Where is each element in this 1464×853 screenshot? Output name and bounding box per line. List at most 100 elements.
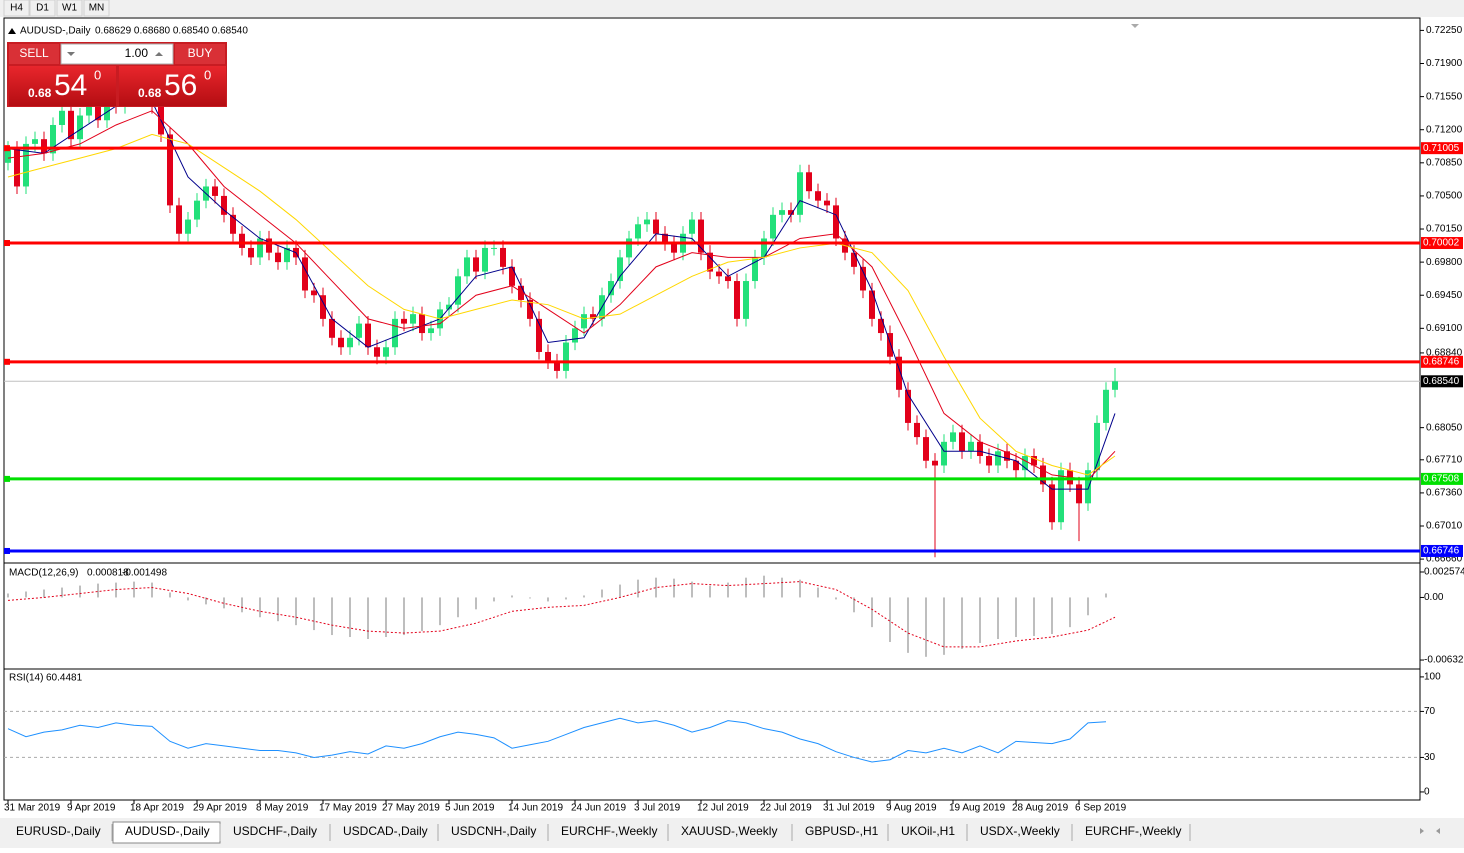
candle-body bbox=[815, 191, 821, 201]
ohlc-values: 0.68629 0.68680 0.68540 0.68540 bbox=[95, 26, 248, 37]
lots-input[interactable] bbox=[60, 43, 174, 65]
level-label: 0.66746 bbox=[1423, 546, 1460, 557]
x-tick-label: 17 May 2019 bbox=[319, 803, 377, 814]
candle-body bbox=[1022, 456, 1028, 471]
candle-body bbox=[644, 219, 650, 225]
tab-label[interactable]: EURCHF-,Weekly bbox=[1085, 824, 1181, 838]
macd-bar bbox=[547, 597, 549, 602]
price-prefix: 0.68 bbox=[28, 86, 52, 100]
tab-label[interactable]: GBPUSD-,H1 bbox=[805, 824, 879, 838]
candle-body bbox=[257, 238, 263, 258]
rsi-value: 60.4481 bbox=[46, 673, 83, 684]
candle-body bbox=[779, 210, 785, 215]
tab-label-active[interactable]: AUDUSD-,Daily bbox=[125, 824, 210, 838]
candle-body bbox=[545, 351, 551, 362]
macd-bar bbox=[457, 597, 459, 618]
candle-body bbox=[554, 361, 560, 371]
tab-label[interactable]: EURUSD-,Daily bbox=[16, 824, 101, 838]
tab-label[interactable]: EURCHF-,Weekly bbox=[561, 824, 657, 838]
candle-body bbox=[950, 432, 956, 442]
candle-body bbox=[266, 238, 272, 253]
lots-down[interactable] bbox=[67, 52, 75, 56]
tab-label[interactable]: USDCAD-,Daily bbox=[343, 824, 428, 838]
candle-body bbox=[860, 266, 866, 291]
y-tick-label: 0.002574 bbox=[1424, 567, 1464, 578]
candle-body bbox=[365, 323, 371, 348]
price-box[interactable] bbox=[119, 66, 226, 106]
candle-body bbox=[14, 148, 20, 187]
macd-bar bbox=[997, 597, 999, 640]
price-label-box bbox=[1421, 375, 1463, 388]
candle-body bbox=[401, 318, 407, 324]
tab-label[interactable]: USDCHF-,Daily bbox=[233, 824, 317, 838]
candle-body bbox=[383, 347, 389, 357]
macd-bar bbox=[79, 585, 81, 598]
candle-body bbox=[194, 200, 200, 220]
level-handle[interactable] bbox=[4, 475, 10, 482]
timeframe-button[interactable] bbox=[3, 0, 30, 17]
level-handle[interactable] bbox=[4, 240, 10, 247]
candle-body bbox=[824, 200, 830, 206]
candle-body bbox=[77, 115, 83, 140]
tab-label[interactable]: USDCNH-,Daily bbox=[451, 824, 536, 838]
y-tick-label: 0 bbox=[1424, 787, 1430, 798]
candle-body bbox=[347, 337, 353, 348]
macd-bar bbox=[745, 577, 747, 598]
macd-bar bbox=[979, 597, 981, 643]
macd-bar bbox=[1015, 597, 1017, 638]
price-box[interactable] bbox=[9, 66, 116, 106]
level-handle[interactable] bbox=[4, 145, 10, 152]
tab-label[interactable]: UKOil-,H1 bbox=[901, 824, 955, 838]
level-handle[interactable] bbox=[4, 547, 10, 554]
tab-label[interactable]: XAUUSD-,Weekly bbox=[681, 824, 777, 838]
candle-body bbox=[185, 219, 191, 234]
candle-body bbox=[473, 257, 479, 272]
macd-bar bbox=[151, 582, 153, 598]
candle-body bbox=[1049, 484, 1055, 523]
timeframe-label: W1 bbox=[62, 3, 77, 14]
buy-button[interactable] bbox=[175, 44, 225, 64]
macd-bar bbox=[367, 597, 369, 640]
timeframe-button[interactable] bbox=[56, 0, 83, 17]
candle-body bbox=[788, 210, 794, 215]
lots-up[interactable] bbox=[155, 52, 163, 56]
candle-body bbox=[896, 356, 902, 390]
macd-bar bbox=[853, 597, 855, 613]
tab-scroll[interactable] bbox=[1420, 828, 1440, 834]
candle-body bbox=[833, 205, 839, 239]
y-tick-label: 0.70500 bbox=[1426, 191, 1463, 202]
candle-body bbox=[518, 285, 524, 300]
candle-body bbox=[167, 134, 173, 206]
macd-bar bbox=[817, 587, 819, 598]
sell-button[interactable] bbox=[9, 44, 59, 64]
timeframe-button[interactable] bbox=[83, 0, 110, 17]
macd-bar bbox=[763, 575, 765, 598]
macd-bar bbox=[349, 597, 351, 638]
macd-bar bbox=[637, 579, 639, 598]
macd-bar bbox=[529, 597, 531, 599]
chart-menu-icon bbox=[8, 28, 16, 34]
moving-average bbox=[7, 110, 1116, 481]
candle-body bbox=[500, 247, 506, 267]
timeframe-button[interactable] bbox=[29, 0, 56, 17]
macd-bar bbox=[1069, 597, 1071, 628]
level-handle[interactable] bbox=[4, 358, 10, 365]
level-label-box bbox=[1421, 472, 1463, 485]
tab-bar bbox=[0, 818, 1464, 848]
candle-body bbox=[311, 290, 317, 296]
tab-label[interactable]: USDX-,Weekly bbox=[980, 824, 1060, 838]
macd-bar bbox=[943, 597, 945, 655]
candle-body bbox=[95, 101, 101, 121]
macd-bar bbox=[385, 597, 387, 638]
candle-body bbox=[230, 214, 236, 234]
candle-body bbox=[446, 304, 452, 310]
x-tick-label: 9 Aug 2019 bbox=[886, 803, 937, 814]
macd-bar bbox=[889, 597, 891, 642]
candle-body bbox=[770, 214, 776, 239]
y-tick-label: 0.67360 bbox=[1426, 488, 1463, 499]
candle-body bbox=[968, 441, 974, 452]
x-tick-label: 8 May 2019 bbox=[256, 803, 309, 814]
candle-body bbox=[1112, 381, 1118, 390]
x-tick-label: 18 Apr 2019 bbox=[130, 803, 184, 814]
candle-body bbox=[662, 233, 668, 244]
